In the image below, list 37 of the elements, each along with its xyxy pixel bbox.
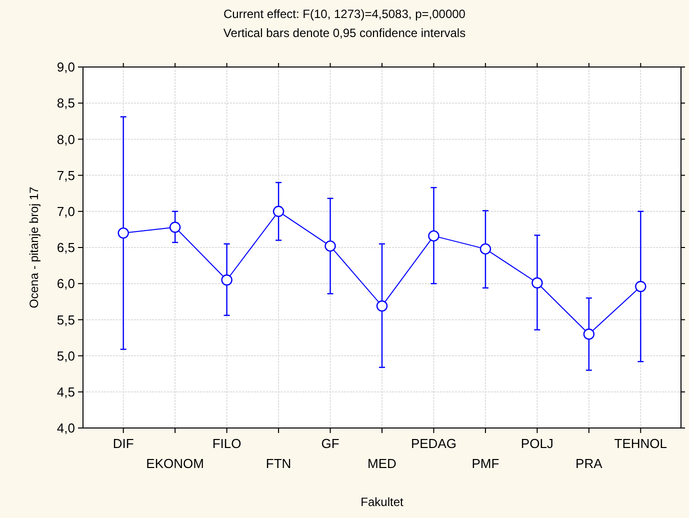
x-tick-label: FTN xyxy=(266,456,292,471)
y-tick-label: 7,0 xyxy=(56,204,75,219)
point xyxy=(272,206,284,217)
y-axis-title: Ocena - pitanje broj 17 xyxy=(27,186,41,308)
y-tick-label: 8,0 xyxy=(56,132,75,147)
x-tick-label: POLJ xyxy=(520,436,554,451)
point xyxy=(428,230,440,242)
x-tick-label: PRA xyxy=(576,456,603,471)
y-tick-label: 6,0 xyxy=(56,276,75,292)
point xyxy=(324,240,336,252)
chart-title: Current effect: F(10, 1273)=4,5083, p=,00000 xyxy=(224,7,466,21)
point xyxy=(532,277,543,288)
y-tick-label: 7,5 xyxy=(56,168,75,183)
point xyxy=(221,274,232,286)
point xyxy=(169,222,181,233)
x-axis-title: Fakultet xyxy=(360,495,404,509)
x-tick-label: GF xyxy=(321,436,340,451)
chart-subtitle: Vertical bars denote 0,95 confidence intervals xyxy=(223,26,466,40)
x-tick-label: FILO xyxy=(212,436,242,451)
x-tick-label: DIF xyxy=(112,436,134,451)
y-tick-label: 4,5 xyxy=(56,384,75,400)
y-tick-label: 5,5 xyxy=(56,312,75,328)
x-tick-label: EKONOM xyxy=(146,456,204,471)
point xyxy=(583,328,595,340)
y-tick-label: 8,5 xyxy=(56,96,75,111)
point xyxy=(118,227,129,239)
x-tick-label: MED xyxy=(368,456,396,471)
point xyxy=(376,300,388,312)
y-tick-label: 4,0 xyxy=(56,420,75,436)
point xyxy=(480,243,492,255)
y-tick-label: 5,0 xyxy=(56,348,75,364)
point xyxy=(635,280,646,292)
y-tick-label: 6,5 xyxy=(56,240,75,256)
x-tick-label: TEHNOL xyxy=(614,436,668,451)
y-tick-label: 9,0 xyxy=(56,60,75,75)
x-tick-label: PMF xyxy=(472,456,500,471)
x-tick-label: PEDAG xyxy=(410,436,456,451)
